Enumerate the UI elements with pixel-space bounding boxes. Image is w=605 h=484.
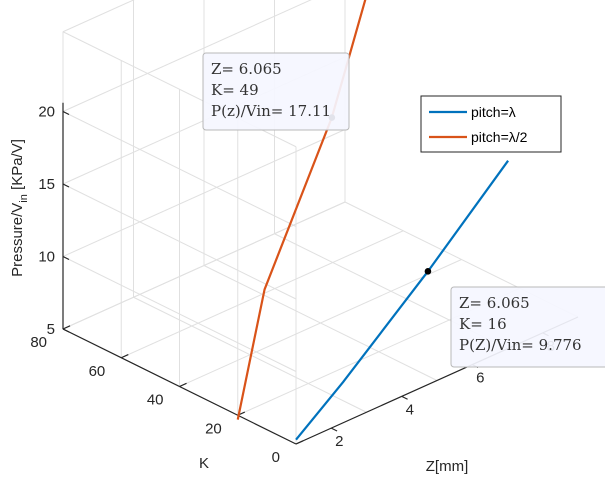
zmm-axis-label: Z[mm] [426, 458, 469, 475]
k-tick-mark [295, 440, 304, 445]
grid-line [62, 0, 312, 112]
datatip-line: K= 16 [459, 315, 507, 333]
datatip-marker-2 [424, 268, 432, 275]
pressure-tick-mark [62, 255, 70, 261]
zmm-tick-label: 2 [335, 433, 343, 450]
k-tick-label: 60 [89, 363, 106, 380]
legend-label-1: pitch=λ [471, 104, 516, 120]
k-tick-mark [121, 354, 129, 359]
grid-line [62, 111, 297, 227]
datatip-line: Z= 6.065 [211, 60, 282, 78]
pressure-axis-label-unit: [KPa/V] [9, 139, 26, 194]
legend-label-2: pitch=λ/2 [471, 129, 528, 145]
pressure-axis-label: Pressure/Vin [KPa/V] [9, 139, 30, 277]
k-axis-label: K [199, 455, 209, 472]
grid-line [62, 201, 346, 330]
zmm-tick-mark [330, 427, 338, 432]
pressure-tick-label: 10 [38, 249, 55, 266]
series-line-1 [295, 160, 509, 441]
datatip-line: Z= 6.065 [459, 294, 530, 312]
k-tick-label: 0 [272, 449, 280, 466]
grid-line [62, 183, 297, 300]
legend-box [420, 95, 562, 153]
series-line-2 [236, 0, 367, 420]
datatip-line: K= 49 [211, 81, 259, 99]
datatip-line: P(Z)/Vin= 9.776 [459, 336, 582, 354]
zmm-tick-label: 6 [476, 370, 484, 387]
k-tick-label: 20 [205, 420, 222, 437]
k-tick-label: 80 [30, 334, 47, 351]
grid-line [62, 256, 297, 372]
zmm-tick-label: 4 [406, 401, 414, 418]
pressure-tick-label: 15 [38, 176, 55, 193]
datatip-box-2 [450, 286, 605, 368]
grid-line [121, 230, 404, 359]
pressure-tick-label: 20 [38, 104, 55, 121]
pressure-tick-mark [62, 328, 70, 333]
pressure-axis-label-main: Pressure/V [9, 203, 26, 277]
grid-line [62, 0, 135, 33]
datatip-box-1 [202, 52, 350, 131]
grid-line [179, 259, 462, 387]
datatip-line: P(z)/Vin= 17.11 [211, 102, 331, 120]
grid-line [62, 129, 346, 257]
pressure-tick-mark [62, 110, 70, 116]
series-group [236, 0, 509, 441]
pressure-tick-label: 5 [47, 321, 55, 338]
k-tick-label: 40 [147, 392, 164, 409]
pressure-axis-label-subscript: in [18, 194, 30, 203]
pressure-tick-mark [62, 183, 70, 188]
k-tick-mark [179, 382, 187, 388]
k-tick-mark [62, 325, 71, 330]
zmm-tick-mark [401, 395, 408, 400]
